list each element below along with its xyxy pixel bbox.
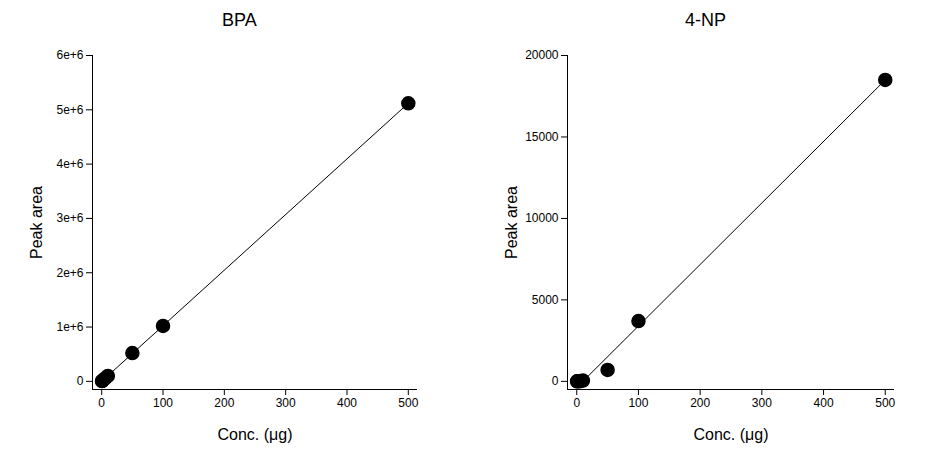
- svg-text:10000: 10000: [525, 211, 559, 225]
- svg-text:400: 400: [337, 396, 357, 410]
- svg-text:Conc. (μg): Conc. (μg): [693, 426, 768, 443]
- svg-text:200: 200: [690, 396, 710, 410]
- svg-text:6e+6: 6e+6: [56, 48, 83, 62]
- html-text:4-NP: 4-NP: [685, 10, 726, 30]
- svg-text:0: 0: [77, 374, 84, 388]
- svg-text:Peak area: Peak area: [28, 186, 45, 259]
- html-text:BPA: BPA: [222, 10, 257, 30]
- svg-text:100: 100: [153, 396, 173, 410]
- svg-text:100: 100: [628, 396, 648, 410]
- svg-text:4e+6: 4e+6: [56, 157, 83, 171]
- svg-text:400: 400: [814, 396, 834, 410]
- svg-text:5e+6: 5e+6: [56, 103, 83, 117]
- svg-text:0: 0: [573, 396, 580, 410]
- svg-text:3e+6: 3e+6: [56, 211, 83, 225]
- svg-text:5000: 5000: [532, 293, 559, 307]
- svg-text:0: 0: [98, 396, 105, 410]
- svg-text:500: 500: [875, 396, 895, 410]
- svg-text:2e+6: 2e+6: [56, 266, 83, 280]
- svg-text:Conc. (μg): Conc. (μg): [217, 426, 292, 443]
- svg-text:300: 300: [752, 396, 772, 410]
- svg-text:0: 0: [552, 374, 559, 388]
- svg-text:20000: 20000: [525, 48, 559, 62]
- svg-text:200: 200: [214, 396, 234, 410]
- svg-text:Peak area: Peak area: [503, 186, 520, 259]
- svg-text:1e+6: 1e+6: [56, 320, 83, 334]
- svg-text:300: 300: [276, 396, 296, 410]
- svg-text:500: 500: [398, 396, 418, 410]
- svg-text:15000: 15000: [525, 130, 559, 144]
